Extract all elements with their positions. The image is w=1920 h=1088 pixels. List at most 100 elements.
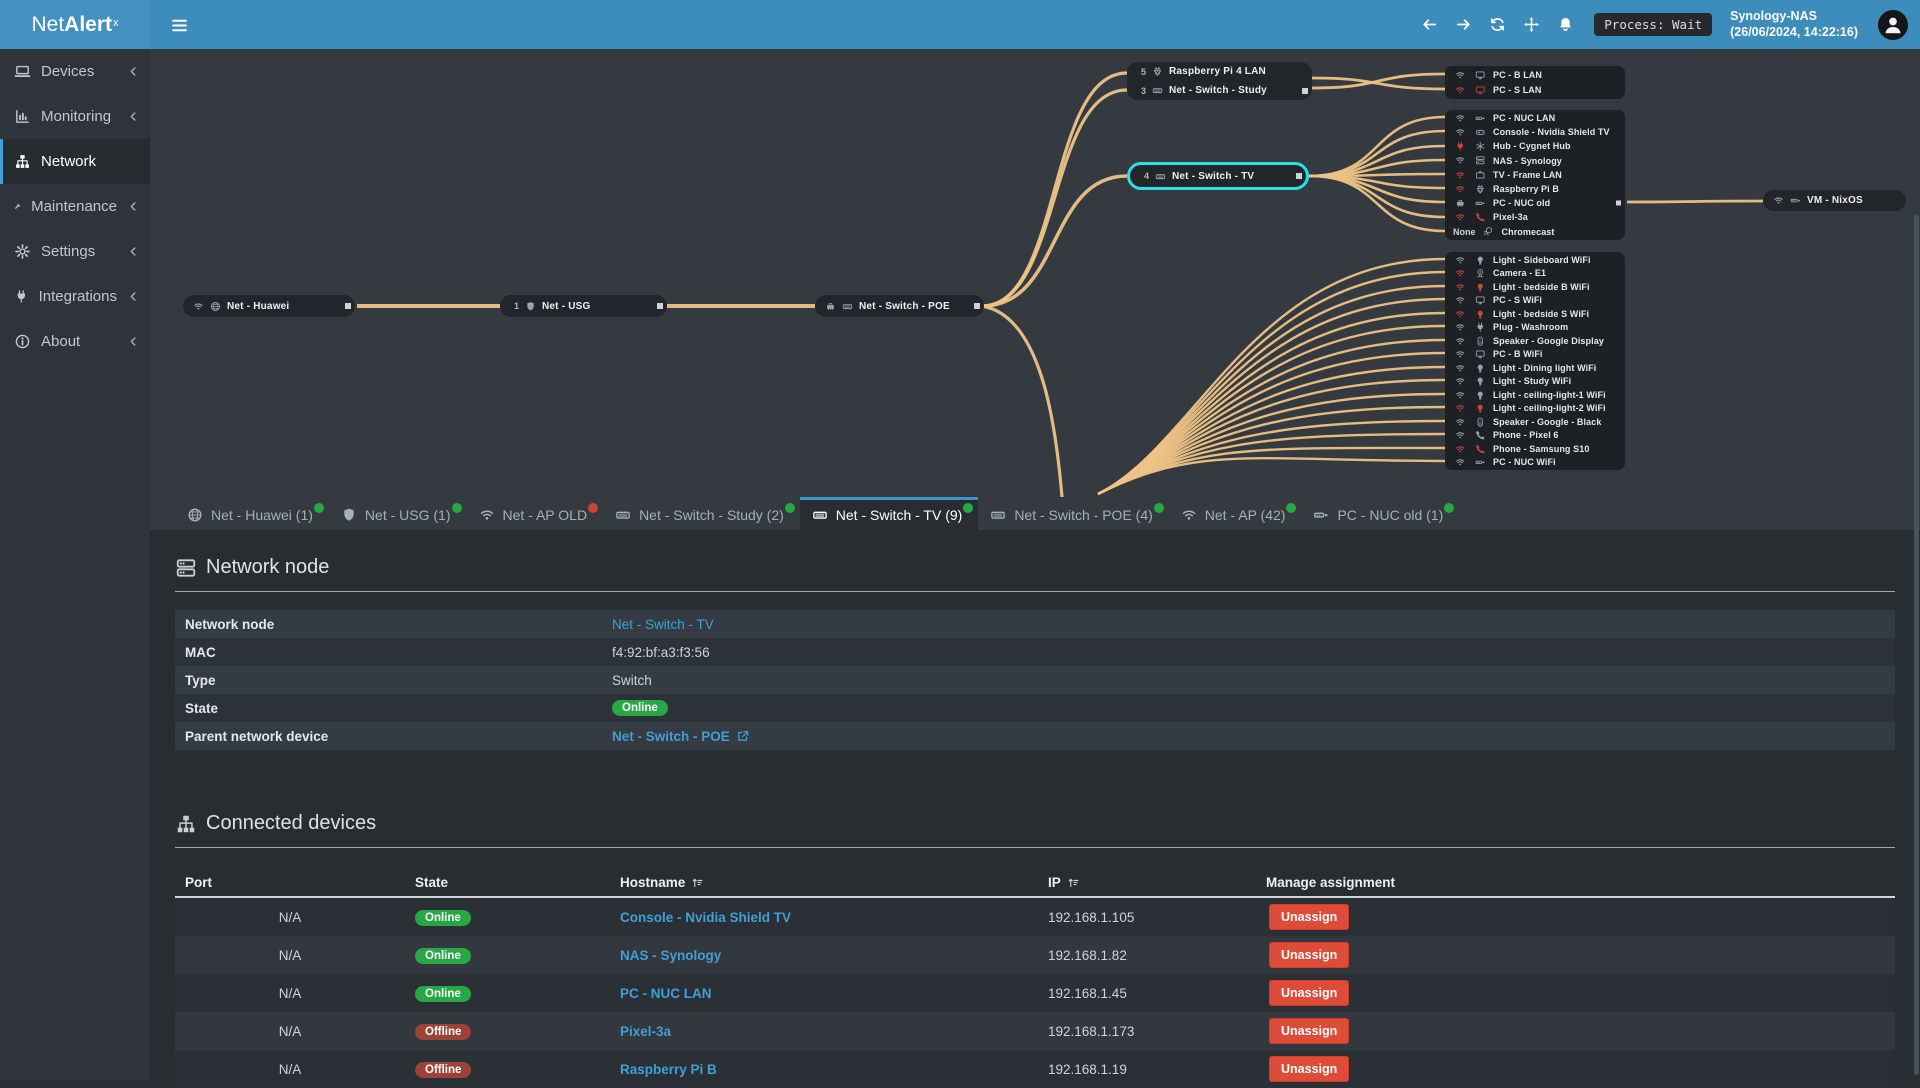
extlink-icon[interactable] — [736, 729, 750, 743]
hostname-cell: NAS - Synology — [610, 948, 1038, 963]
sidebar-item-maintenance[interactable]: Maintenance — [0, 184, 150, 229]
tab-label: PC - NUC old (1) — [1337, 507, 1444, 523]
device-leaf[interactable]: Camera - E1 — [1445, 267, 1625, 281]
ip-cell: 192.168.1.45 — [1048, 985, 1127, 1001]
device-leaf[interactable]: Plug - Washroom — [1445, 321, 1625, 335]
chevron-left-icon — [127, 110, 140, 123]
device-leaf[interactable]: Speaker - Google - Black — [1445, 415, 1625, 429]
device-leaf[interactable]: Light - ceiling-light-1 WiFi — [1445, 388, 1625, 402]
sidebar-item-devices[interactable]: Devices — [0, 49, 150, 94]
divider — [175, 591, 1895, 592]
network-node-tv[interactable]: 4 Net - Switch - TV — [1127, 162, 1309, 190]
tab-net-switch-tv-9[interactable]: Net - Switch - TV (9) — [799, 497, 979, 530]
device-leaf[interactable]: Pixel-3a — [1445, 210, 1625, 224]
wifi-icon — [1455, 417, 1466, 428]
sidebar-item-about[interactable]: About — [0, 319, 150, 364]
network-node-huawei[interactable]: Net - Huawei — [183, 295, 355, 317]
device-leaf[interactable]: TV - Frame LAN — [1445, 168, 1625, 182]
chevron-left-icon — [127, 200, 140, 213]
hostname-link[interactable]: Raspberry Pi B — [620, 1061, 717, 1077]
tab-label: Net - Switch - TV (9) — [835, 507, 963, 523]
device-leaf[interactable]: PC - S LAN — [1445, 83, 1625, 99]
device-leaf[interactable]: None Chromecast — [1445, 225, 1625, 239]
device-leaf[interactable]: Light - Dining light WiFi — [1445, 361, 1625, 375]
hostname-link[interactable]: Pixel-3a — [620, 1023, 672, 1039]
device-leaf[interactable]: PC - NUC old — [1445, 196, 1625, 210]
detail-value-link[interactable]: Net - Switch - POE — [612, 728, 730, 744]
device-leaf[interactable]: PC - B WiFi — [1445, 348, 1625, 362]
port-count: 3 — [1140, 85, 1146, 96]
device-group-pclan: PC - B LAN PC - S LAN — [1445, 66, 1625, 99]
avatar[interactable] — [1878, 9, 1908, 40]
node-label: Net - Switch - POE — [859, 300, 950, 312]
device-leaf[interactable]: Speaker - Google Display — [1445, 334, 1625, 348]
network-node-vm[interactable]: VM - NixOS — [1763, 190, 1906, 211]
sidebar-item-network[interactable]: Network — [0, 139, 150, 184]
network-node-poe[interactable]: Net - Switch - POE — [815, 295, 984, 317]
device-leaf[interactable]: Phone - Samsung S10 — [1445, 442, 1625, 456]
device-leaf[interactable]: Phone - Pixel 6 — [1445, 429, 1625, 443]
unassign-button[interactable]: Unassign — [1269, 942, 1350, 968]
detail-value-link[interactable]: Net - Switch - TV — [612, 616, 714, 632]
sync-button[interactable] — [1484, 12, 1510, 38]
device-leaf[interactable]: PC - B LAN — [1445, 67, 1625, 83]
hostname-link[interactable]: PC - NUC LAN — [620, 985, 712, 1001]
device-leaf[interactable]: NAS - Synology — [1445, 154, 1625, 168]
device-leaf[interactable]: Hub - Cygnet Hub — [1445, 139, 1625, 153]
sidebar-toggle-button[interactable] — [163, 9, 195, 41]
sidebar-item-monitoring[interactable]: Monitoring — [0, 94, 150, 139]
device-leaf[interactable]: PC - NUC LAN — [1445, 111, 1625, 125]
unassign-button[interactable]: Unassign — [1269, 904, 1350, 930]
network-node-usg[interactable]: 1 Net - USG — [500, 295, 667, 317]
column-label: State — [415, 874, 449, 890]
bell-icon — [1557, 16, 1574, 33]
table-row: N/A Online Console - Nvidia Shield TV 192.1… — [175, 898, 1895, 936]
device-leaf[interactable]: Raspberry Pi B — [1445, 182, 1625, 196]
device-leaf[interactable]: PC - S WiFi — [1445, 294, 1625, 308]
sort-icon[interactable] — [1067, 876, 1080, 889]
manage-cell: Unassign — [1256, 980, 1895, 1006]
hostname-link[interactable]: NAS - Synology — [620, 947, 722, 963]
tab-net-ap-old[interactable]: Net - AP OLD — [467, 497, 604, 530]
device-label: PC - NUC WiFi — [1493, 457, 1556, 468]
tab-pc-nuc-old-1[interactable]: PC - NUC old (1) — [1301, 497, 1459, 530]
tab-net-switch-study-2[interactable]: Net - Switch - Study (2) — [603, 497, 800, 530]
device-leaf[interactable]: Light - bedside B WiFi — [1445, 280, 1625, 294]
hostname-link[interactable]: Console - Nvidia Shield TV — [620, 909, 792, 925]
device-leaf[interactable]: Light - ceiling-light-2 WiFi — [1445, 402, 1625, 416]
network-diagram — [150, 49, 1920, 497]
column-header-port: Port — [175, 875, 405, 890]
bell-button[interactable] — [1552, 12, 1578, 38]
arrow-right-button[interactable] — [1450, 12, 1476, 38]
status-dot — [1286, 503, 1297, 513]
device-leaf[interactable]: Light - Study WiFi — [1445, 375, 1625, 389]
app-logo[interactable]: Net Alert x — [0, 0, 150, 49]
unassign-button[interactable]: Unassign — [1269, 1018, 1350, 1044]
detail-row: Parent network device Net - Switch - POE — [175, 722, 1895, 750]
device-leaf[interactable]: Light - Sideboard WiFi — [1445, 253, 1625, 267]
scrollbar-thumb[interactable] — [1914, 215, 1919, 1075]
wifi-icon — [1455, 113, 1466, 124]
device-label: Light - Study WiFi — [1493, 376, 1572, 387]
sidebar-item-integrations[interactable]: Integrations — [0, 274, 150, 319]
sidebar-item-settings[interactable]: Settings — [0, 229, 150, 274]
tab-net-switch-poe-4[interactable]: Net - Switch - POE (4) — [978, 497, 1168, 530]
unassign-button[interactable]: Unassign — [1269, 980, 1350, 1006]
hostname-cell: PC - NUC LAN — [610, 986, 1038, 1001]
sort-icon[interactable] — [691, 876, 704, 889]
tab-net-huawei-1[interactable]: Net - Huawei (1) — [175, 497, 329, 530]
sidebar-item-label: Monitoring — [41, 108, 112, 125]
arrow-left-button[interactable] — [1416, 12, 1442, 38]
device-leaf[interactable]: Console - Nvidia Shield TV — [1445, 125, 1625, 139]
table-row: N/A Offline Pixel-3a 192.168.1.173 Unassign — [175, 1012, 1895, 1050]
network-node-study[interactable]: 5 Raspberry Pi 4 LAN 3 Net - Switch - Study — [1127, 62, 1312, 100]
device-leaf[interactable]: Light - bedside S WiFi — [1445, 307, 1625, 321]
move-button[interactable] — [1518, 12, 1544, 38]
tab-net-usg-1[interactable]: Net - USG (1) — [329, 497, 467, 530]
usb-icon — [1475, 457, 1486, 468]
device-label: PC - NUC LAN — [1493, 113, 1556, 124]
unassign-button[interactable]: Unassign — [1269, 1056, 1350, 1082]
manage-cell: Unassign — [1256, 1056, 1895, 1082]
tab-net-ap-42[interactable]: Net - AP (42) — [1169, 497, 1302, 530]
device-leaf[interactable]: PC - NUC WiFi — [1445, 456, 1625, 470]
